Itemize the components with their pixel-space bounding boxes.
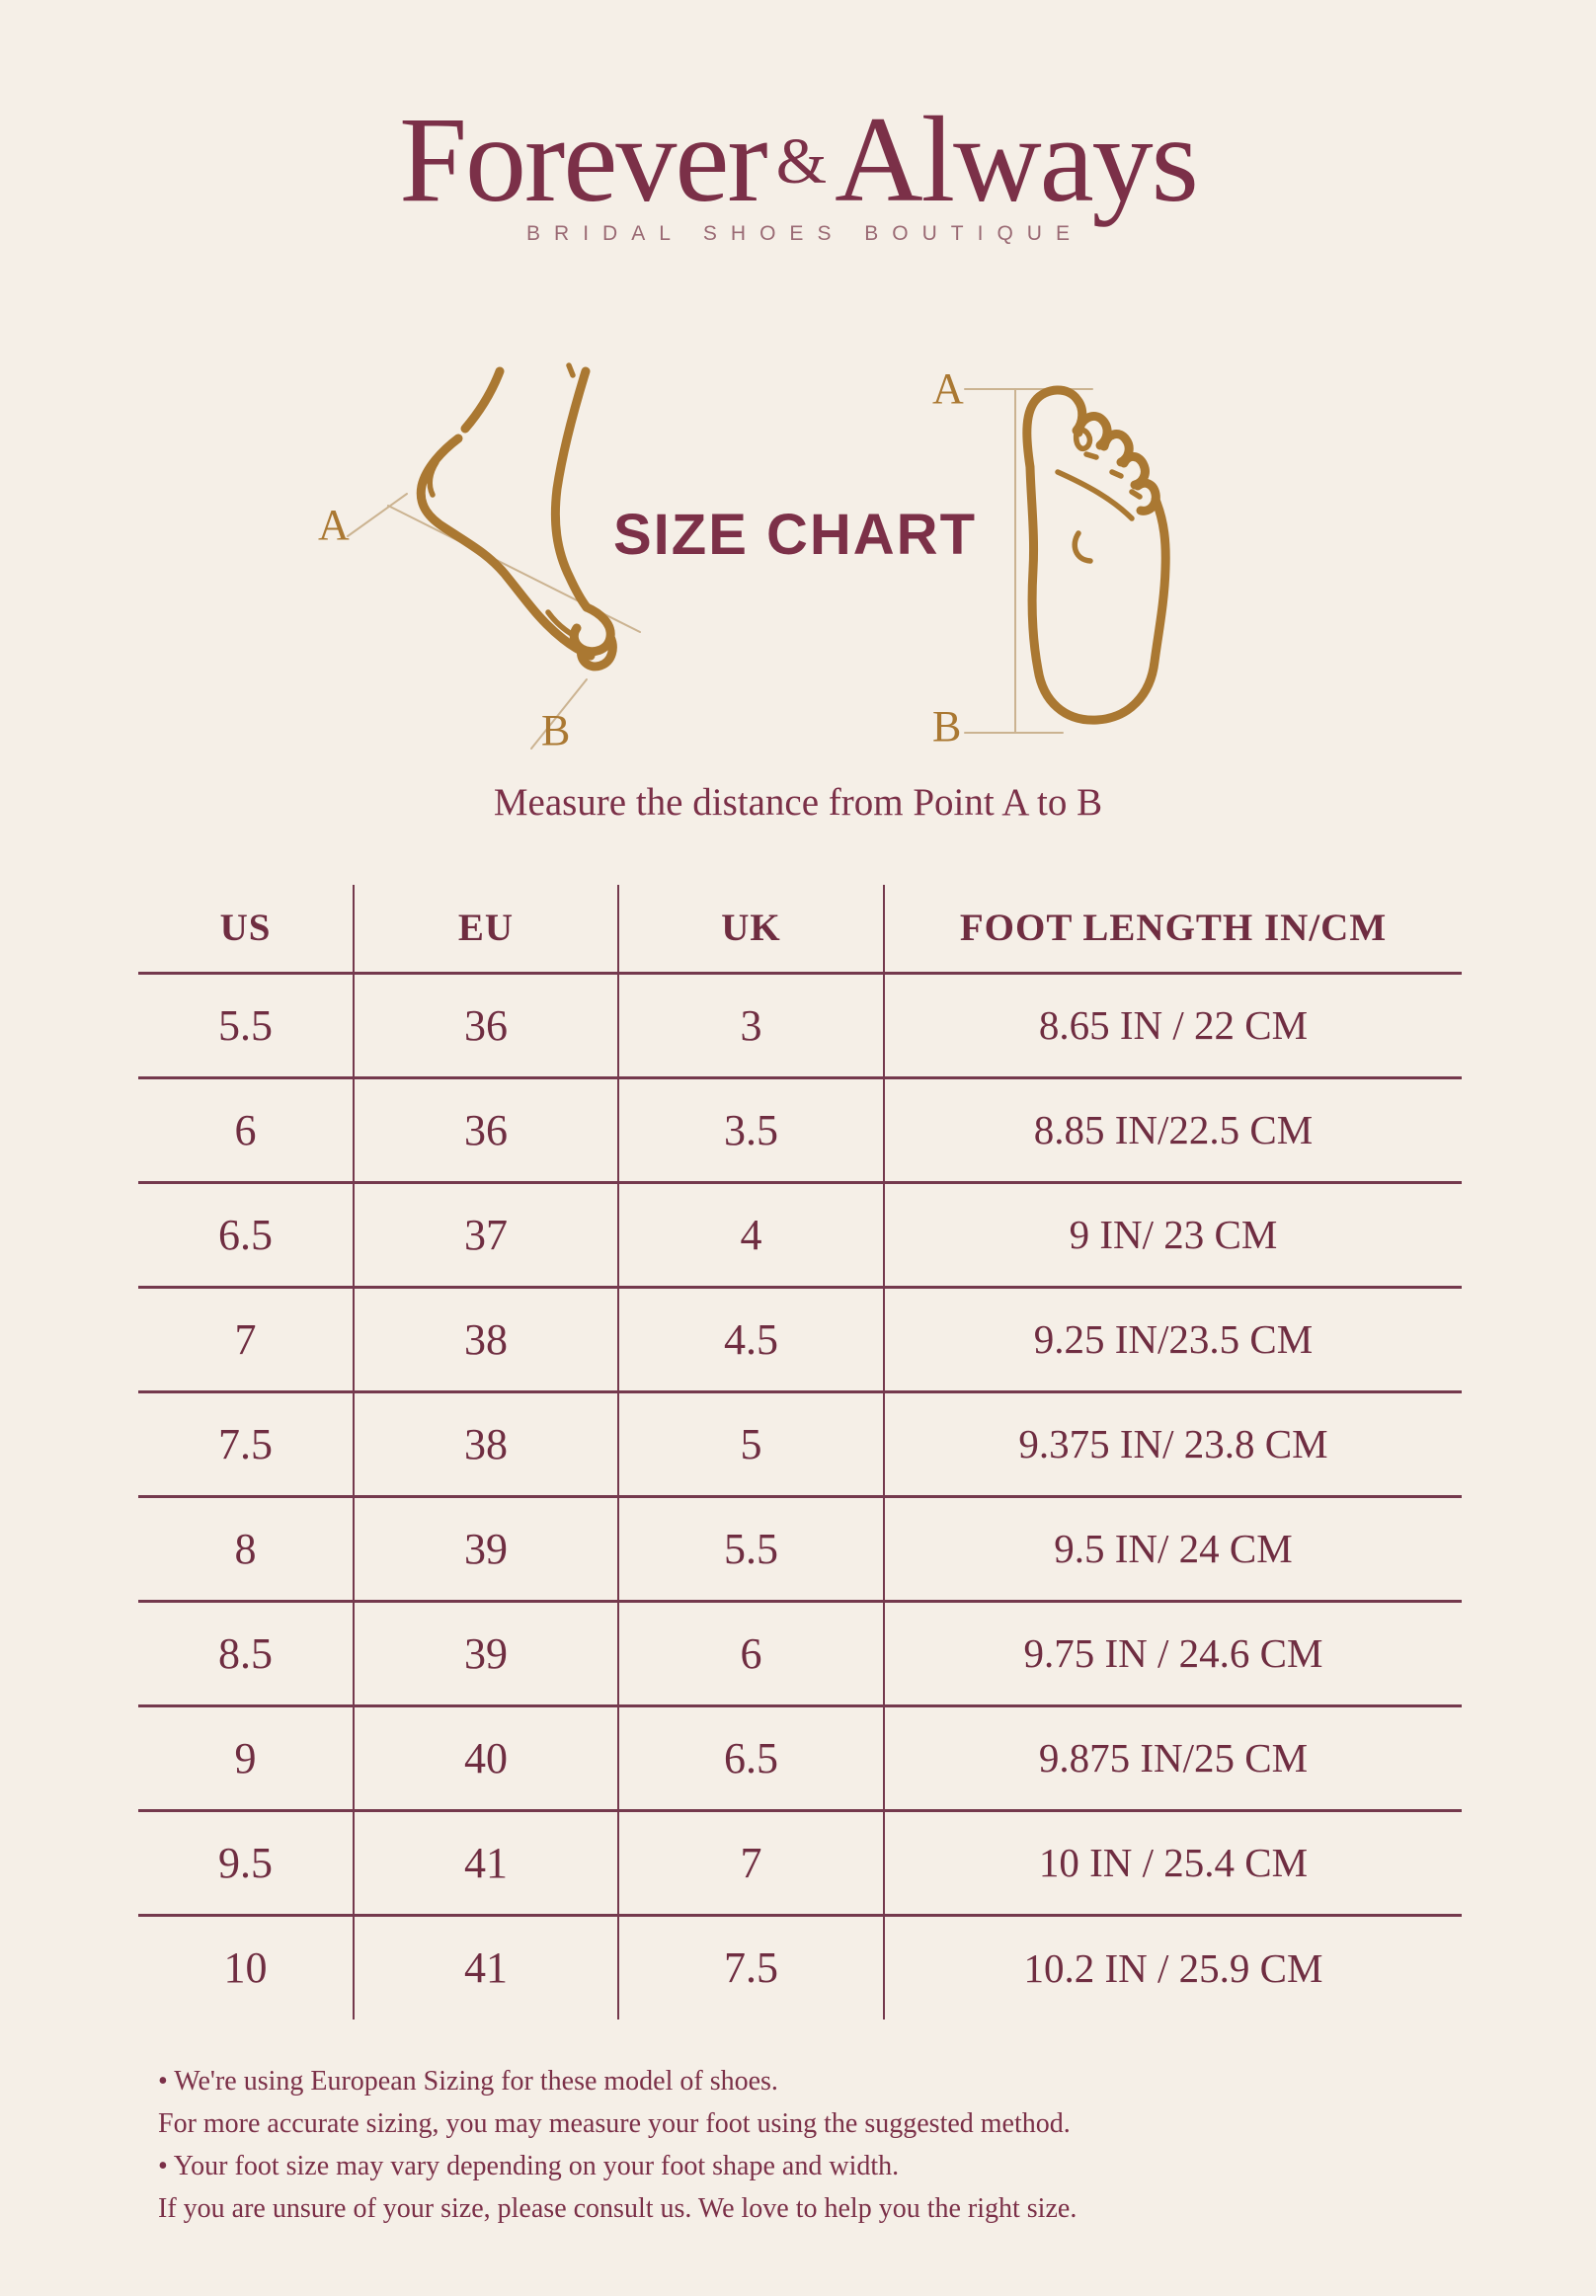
- table-cell: 36: [353, 973, 618, 1079]
- column-header-uk: UK: [617, 885, 884, 975]
- table-row: 6.5 37 4 9 IN/ 23 CM: [138, 1182, 1462, 1289]
- table-cell: 3: [617, 973, 884, 1079]
- table-cell: 6.5: [617, 1705, 884, 1812]
- table-row: 5.5 36 3 8.65 IN / 22 CM: [138, 973, 1462, 1079]
- table-row: 8 39 5.5 9.5 IN/ 24 CM: [138, 1496, 1462, 1603]
- note-line: For more accurate sizing, you may measur…: [158, 2108, 1071, 2139]
- table-cell: 41: [353, 1810, 618, 1917]
- foot-front-leg-line: [550, 366, 592, 612]
- table-row: 9 40 6.5 9.875 IN/25 CM: [138, 1705, 1462, 1812]
- table-cell: 37: [353, 1182, 618, 1289]
- foot-calf-line: [460, 366, 505, 434]
- table-row: 10 41 7.5 10.2 IN / 25.9 CM: [138, 1915, 1462, 2019]
- note-line: If you are unsure of your size, please c…: [158, 2193, 1077, 2224]
- sole-toe-crease-arc: [1055, 469, 1135, 521]
- table-cell: 38: [353, 1391, 618, 1498]
- point-b-label-side: B: [541, 706, 571, 754]
- table-cell: 9.5 IN/ 24 CM: [883, 1496, 1462, 1603]
- table-row: 8.5 39 6 9.75 IN / 24.6 CM: [138, 1601, 1462, 1707]
- table-row: 7 38 4.5 9.25 IN/23.5 CM: [138, 1287, 1462, 1393]
- table-cell: 9.875 IN/25 CM: [883, 1705, 1462, 1812]
- sole-crease-3: [1129, 489, 1143, 500]
- table-cell: 3.5: [617, 1077, 884, 1184]
- note-line: • We're using European Sizing for these …: [158, 2066, 778, 2097]
- table-cell: 5.5: [617, 1496, 884, 1603]
- table-cell: 39: [353, 1601, 618, 1707]
- sole-ball-arc: [1072, 530, 1093, 564]
- sole-outline: [1025, 462, 1170, 725]
- table-cell: 9: [138, 1705, 354, 1812]
- brand-word-right: Always: [835, 92, 1199, 227]
- table-cell: 38: [353, 1287, 618, 1393]
- table-row: 9.5 41 7 10 IN / 25.4 CM: [138, 1810, 1462, 1917]
- foot-side-illustration: [347, 362, 641, 750]
- foot-sole-illustration: [964, 385, 1170, 734]
- measure-tick-b: [530, 678, 588, 750]
- table-cell: 6: [617, 1601, 884, 1707]
- sole-big-toe-drop: [1073, 427, 1093, 452]
- size-table: US EU UK FOOT LENGTH IN/CM 5.5 36 3 8.65 IN…: [138, 885, 1462, 2019]
- table-cell: 4.5: [617, 1287, 884, 1393]
- table-cell: 7.5: [617, 1915, 884, 2019]
- table-cell: 9.75 IN / 24.6 CM: [883, 1601, 1462, 1707]
- sole-big-toe: [1022, 385, 1087, 472]
- table-cell: 39: [353, 1496, 618, 1603]
- point-a-label-sole: A: [932, 364, 964, 413]
- table-cell: 5: [617, 1391, 884, 1498]
- table-cell: 41: [353, 1915, 618, 2019]
- brand-logo: Forever &Always: [0, 99, 1596, 221]
- foot-toe-crease: [545, 609, 578, 639]
- table-cell: 9.25 IN/23.5 CM: [883, 1287, 1462, 1393]
- table-cell: 8: [138, 1496, 354, 1603]
- table-row: 6 36 3.5 8.85 IN/22.5 CM: [138, 1077, 1462, 1184]
- table-cell: 6.5: [138, 1182, 354, 1289]
- table-cell: 4: [617, 1182, 884, 1289]
- point-a-label-side: A: [318, 501, 350, 549]
- table-cell: 7.5: [138, 1391, 354, 1498]
- size-table-header: US EU UK FOOT LENGTH IN/CM: [138, 885, 1462, 975]
- header-row: US EU UK FOOT LENGTH IN/CM: [138, 885, 1462, 975]
- page-title: SIZE CHART: [613, 503, 977, 567]
- table-row: 7.5 38 5 9.375 IN/ 23.8 CM: [138, 1391, 1462, 1498]
- foot-heel-arc: [427, 459, 439, 498]
- table-cell: 7: [617, 1810, 884, 1917]
- foot-heel-sole-line: [416, 434, 596, 661]
- table-cell: 10: [223, 1943, 268, 1993]
- note-line: • Your foot size may vary depending on y…: [158, 2151, 900, 2181]
- measure-tick-a: [347, 493, 408, 537]
- measure-instruction: Measure the distance from Point A to B: [493, 781, 1103, 824]
- brand-tagline: BRIDAL SHOES BOUTIQUE: [526, 222, 1083, 245]
- table-cell: 40: [353, 1705, 618, 1812]
- table-cell: 8.5: [138, 1601, 354, 1707]
- foot-ankle-tick: [566, 362, 576, 378]
- footer-notes: • We're using European Sizing for these …: [158, 2060, 1472, 2230]
- sole-pinky-toe: [1133, 478, 1160, 515]
- column-header-eu: EU: [353, 885, 618, 975]
- table-cell: 9.375 IN/ 23.8 CM: [883, 1391, 1462, 1498]
- table-cell: 8.85 IN/22.5 CM: [883, 1077, 1462, 1184]
- brand-word-left: Forever: [399, 92, 768, 227]
- brand-ampersand: &: [775, 125, 827, 198]
- foot-big-toe: [569, 602, 617, 672]
- column-header-foot-length: FOOT LENGTH IN/CM: [883, 885, 1462, 975]
- sole-crease-2: [1109, 469, 1124, 479]
- table-cell: 9 IN/ 23 CM: [883, 1182, 1462, 1289]
- table-cell: 7: [138, 1287, 354, 1393]
- table-cell: 6: [138, 1077, 354, 1184]
- column-header-us: US: [138, 885, 354, 975]
- point-b-label-sole: B: [932, 702, 962, 751]
- size-table-body: 5.5 36 3 8.65 IN / 22 CM 6 36 3.5 8.85 IN/22.5 …: [138, 973, 1462, 2019]
- table-cell: 9.5: [138, 1810, 354, 1917]
- table-cell: 10.2 IN / 25.9 CM: [883, 1915, 1462, 2019]
- table-cell: 5.5: [138, 973, 354, 1079]
- table-cell: 36: [353, 1077, 618, 1184]
- sole-crease-1: [1083, 451, 1099, 460]
- table-cell: 8.65 IN / 22 CM: [883, 973, 1462, 1079]
- table-cell: 10 IN / 25.4 CM: [883, 1810, 1462, 1917]
